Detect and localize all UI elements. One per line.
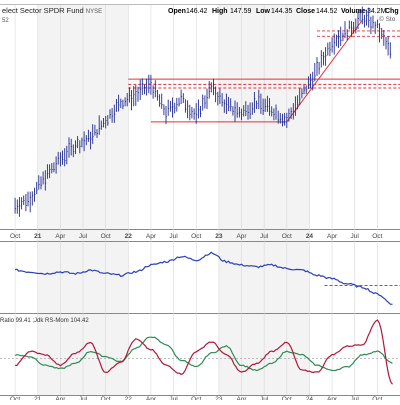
x-tick-label: Apr	[236, 233, 247, 240]
x-tick-label-bottom: Apr	[146, 396, 157, 400]
x-tick-label: Oct	[282, 233, 292, 240]
x-tick-label-bottom: Apr	[55, 396, 66, 400]
x-tick-label: 23	[215, 233, 223, 240]
watermark: © Sto	[379, 15, 396, 23]
x-tick-label: Oct	[372, 233, 382, 240]
open-label: Open	[168, 8, 186, 15]
x-tick-label: Jul	[260, 233, 269, 240]
x-tick-label-bottom: Oct	[372, 396, 382, 400]
x-tick-label-bottom: 21	[34, 396, 42, 400]
close-value: 144.52	[316, 8, 338, 15]
x-tick-label-bottom: 23	[215, 396, 223, 400]
chg-label: Chg	[385, 8, 399, 15]
rrg-momentum-line	[15, 319, 393, 385]
rrg-legend: Ratio 99.41 ;Jdk RS-Mom 104.42	[0, 318, 89, 324]
x-tick-label: Apr	[146, 233, 157, 240]
x-tick-label: 22	[125, 233, 133, 240]
x-tick-label: Oct	[191, 233, 201, 240]
x-tick-label-bottom: Jul	[260, 396, 269, 400]
x-tick-label: Jul	[169, 233, 178, 240]
grid-lines	[14, 5, 378, 395]
x-tick-label-bottom: 24	[306, 396, 314, 400]
ohlc-summary: Open 146.42 High 147.59 Low 144.35 Close…	[168, 8, 399, 15]
volume-value: 34.2M	[367, 8, 387, 15]
x-tick-label: Jul	[351, 233, 360, 240]
volume-label: Volume	[341, 8, 366, 15]
price-annotations	[128, 19, 400, 123]
rrg-series	[0, 319, 400, 385]
x-tick-label-bottom: Apr	[327, 396, 338, 400]
x-tick-label: 24	[306, 233, 314, 240]
low-label: Low	[256, 8, 271, 15]
low-value: 144.35	[271, 8, 293, 15]
price-panel-left-value: 52	[2, 18, 9, 24]
x-tick-label-bottom: Oct	[282, 396, 292, 400]
rrg-ratio-line	[14, 336, 393, 372]
x-tick-label: 21	[34, 233, 42, 240]
x-tick-label: Jul	[79, 233, 88, 240]
close-label: Close	[296, 8, 315, 15]
x-tick-label-bottom: Jul	[79, 396, 88, 400]
x-tick-label: Oct	[10, 233, 20, 240]
x-tick-label: Apr	[55, 233, 66, 240]
exchange-label: NYSE	[86, 9, 102, 15]
x-tick-label-bottom: Jul	[351, 396, 360, 400]
x-tick-label-bottom: 22	[125, 396, 133, 400]
x-tick-label-bottom: Oct	[101, 396, 111, 400]
high-value: 147.59	[230, 8, 252, 15]
fund-name: elect Sector SPDR Fund	[2, 6, 84, 15]
relative-strength-series	[15, 251, 400, 305]
chart-title: elect Sector SPDR Fund NYSE	[2, 6, 102, 15]
x-tick-label-bottom: Jul	[169, 396, 178, 400]
open-value: 146.42	[186, 8, 208, 15]
high-label: High	[212, 8, 228, 15]
price-series	[14, 6, 392, 217]
rs-line	[15, 251, 393, 305]
x-tick-label: Oct	[101, 233, 111, 240]
x-tick-label-bottom: Apr	[236, 396, 247, 400]
x-tick-label-bottom: Oct	[191, 396, 201, 400]
x-tick-label: Apr	[327, 233, 338, 240]
x-tick-label-bottom: Oct	[10, 396, 20, 400]
